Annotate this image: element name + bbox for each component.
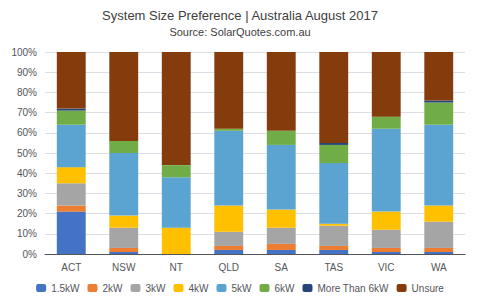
svg-text:More Than 6kW: More Than 6kW — [317, 283, 389, 294]
svg-text:6kW: 6kW — [274, 283, 295, 294]
svg-text:3kW: 3kW — [145, 283, 166, 294]
svg-text:10%: 10% — [17, 228, 37, 239]
svg-text:0%: 0% — [23, 249, 38, 260]
svg-text:Source: SolarQuotes.com.au: Source: SolarQuotes.com.au — [169, 26, 310, 38]
svg-text:100%: 100% — [11, 47, 37, 58]
svg-text:ACT: ACT — [61, 262, 81, 273]
svg-text:System Size Preference | Austr: System Size Preference | Australia Augus… — [102, 8, 378, 23]
svg-text:50%: 50% — [17, 148, 37, 159]
svg-text:NSW: NSW — [112, 262, 136, 273]
svg-text:1.5kW: 1.5kW — [51, 283, 80, 294]
svg-text:20%: 20% — [17, 208, 37, 219]
svg-text:30%: 30% — [17, 188, 37, 199]
svg-text:90%: 90% — [17, 67, 37, 78]
svg-text:SA: SA — [275, 262, 289, 273]
svg-text:QLD: QLD — [218, 262, 239, 273]
svg-text:70%: 70% — [17, 107, 37, 118]
svg-text:4kW: 4kW — [188, 283, 209, 294]
svg-text:5kW: 5kW — [231, 283, 252, 294]
svg-text:NT: NT — [170, 262, 183, 273]
svg-text:2kW: 2kW — [102, 283, 123, 294]
svg-text:TAS: TAS — [324, 262, 343, 273]
svg-text:Unsure: Unsure — [412, 283, 445, 294]
svg-text:80%: 80% — [17, 87, 37, 98]
svg-text:60%: 60% — [17, 127, 37, 138]
svg-text:VIC: VIC — [378, 262, 395, 273]
svg-text:40%: 40% — [17, 168, 37, 179]
svg-text:WA: WA — [431, 262, 447, 273]
